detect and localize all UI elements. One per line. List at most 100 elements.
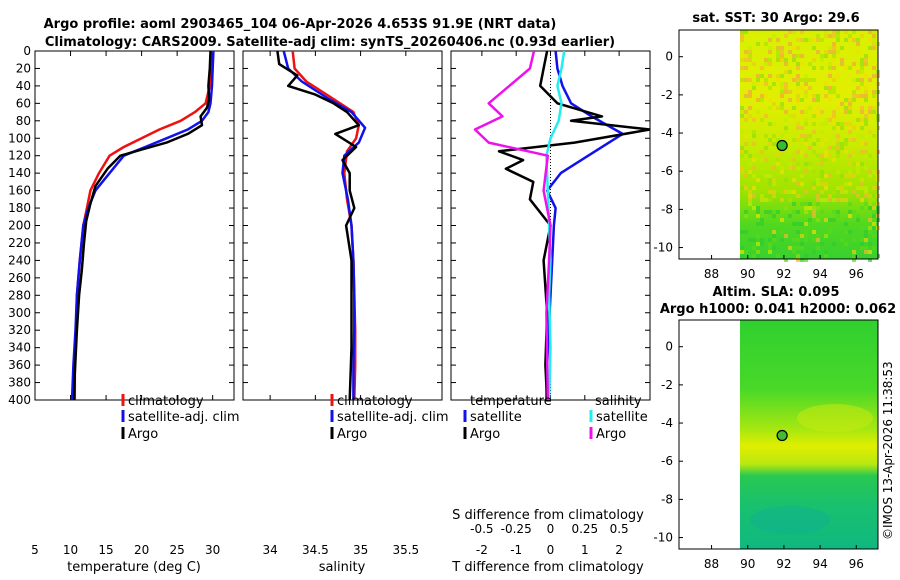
sst-cell [752, 158, 756, 162]
s-tick-label: 0.5 [610, 522, 629, 536]
sst-cell [836, 146, 840, 150]
sst-cell [748, 54, 752, 58]
sst-cell [828, 198, 832, 202]
sst-cell [800, 234, 804, 238]
sst-cell [784, 110, 788, 114]
legend-label-climatology: climatology [128, 394, 204, 409]
sst-cell [840, 58, 844, 62]
sst-cell [756, 42, 760, 46]
sst-cell [832, 218, 836, 222]
sst-cell [868, 174, 872, 178]
sst-cell [852, 138, 856, 142]
sst-cell [780, 102, 784, 106]
sst-cell [836, 34, 840, 38]
sst-cell [860, 122, 864, 126]
sst-cell [848, 210, 852, 214]
sst-cell [828, 74, 832, 78]
sst-cell [864, 250, 868, 254]
sst-cell [776, 74, 780, 78]
sst-cell [748, 114, 752, 118]
sst-cell [836, 30, 840, 34]
sst-cell [788, 98, 792, 102]
sst-cell [796, 210, 800, 214]
sst-cell [872, 206, 876, 210]
sst-cell [740, 166, 744, 170]
sst-cell [816, 34, 820, 38]
sst-cell [756, 74, 760, 78]
sst-cell [868, 38, 872, 42]
y-tick-label: 60 [16, 96, 31, 110]
sst-cell [752, 194, 756, 198]
sst-cell [832, 30, 836, 34]
sst-cell [832, 118, 836, 122]
sst-cell [748, 194, 752, 198]
sst-cell [796, 258, 800, 262]
sst-cell [844, 174, 848, 178]
sst-cell [864, 194, 868, 198]
sst-cell [800, 126, 804, 130]
sst-cell [780, 46, 784, 50]
sst-cell [868, 78, 872, 82]
sst-cell [756, 222, 760, 226]
sst-cell [760, 94, 764, 98]
sst-cell [796, 82, 800, 86]
sst-cell [844, 242, 848, 246]
sst-cell [860, 162, 864, 166]
sst-cell [808, 162, 812, 166]
sst-cell [856, 166, 860, 170]
sst-cell [752, 206, 756, 210]
sst-cell [856, 134, 860, 138]
sst-cell [780, 170, 784, 174]
sst-cell [848, 222, 852, 226]
sst-cell [788, 214, 792, 218]
sst-cell [844, 198, 848, 202]
sst-cell [868, 30, 872, 34]
sst-cell [872, 106, 876, 110]
sst-cell [828, 154, 832, 158]
sst-cell [800, 30, 804, 34]
sst-cell [844, 190, 848, 194]
sst-cell [844, 142, 848, 146]
sst-cell [780, 82, 784, 86]
legend-heading-temperature: temperature [470, 394, 552, 409]
sst-cell [868, 258, 872, 262]
sst-cell [752, 62, 756, 66]
sst-cell [860, 206, 864, 210]
sst-cell [856, 118, 860, 122]
map-x-tick-label: 88 [704, 267, 719, 281]
sst-cell [872, 46, 876, 50]
sst-cell [840, 238, 844, 242]
sst-cell [772, 238, 776, 242]
salinity-xlabel: salinity [319, 560, 366, 575]
sst-cell [860, 62, 864, 66]
sst-cell [740, 150, 744, 154]
sst-cell [748, 78, 752, 82]
sst-cell [808, 146, 812, 150]
sst-cell [784, 58, 788, 62]
sst-cell [772, 34, 776, 38]
sst-cell [864, 58, 868, 62]
map-y-tick-label: 0 [665, 340, 673, 354]
sst-cell [748, 174, 752, 178]
sst-cell [756, 110, 760, 114]
sst-cell [824, 150, 828, 154]
sst-cell [792, 250, 796, 254]
sst-cell [808, 78, 812, 82]
sst-cell [812, 170, 816, 174]
sla-map-frame [678, 319, 879, 550]
sst-cell [800, 154, 804, 158]
sst-cell [804, 78, 808, 82]
sst-cell [844, 138, 848, 142]
sst-cell [864, 190, 868, 194]
sst-cell [788, 66, 792, 70]
sst-cell [828, 226, 832, 230]
series-line-s-argo [473, 51, 552, 400]
sst-cell [768, 198, 772, 202]
sst-cell [824, 50, 828, 54]
sst-cell [872, 234, 876, 238]
sst-cell [860, 242, 864, 246]
sst-cell [836, 50, 840, 54]
sst-cell [768, 46, 772, 50]
sst-cell [796, 138, 800, 142]
x-tick-label: 30 [205, 543, 220, 557]
